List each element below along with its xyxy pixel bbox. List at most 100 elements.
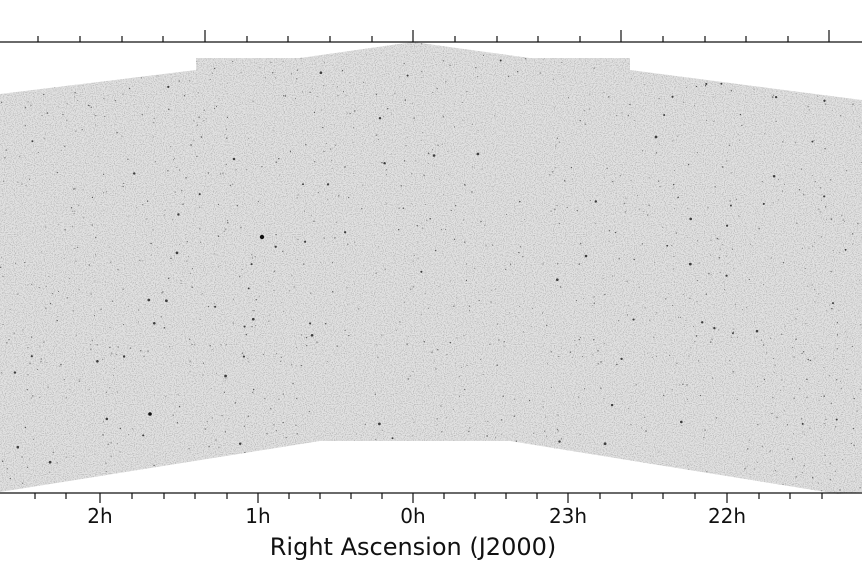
star-speck [549, 174, 551, 176]
star-speck [600, 387, 602, 389]
star-speck [817, 95, 818, 97]
star-speck [486, 444, 488, 446]
star-speck [205, 118, 207, 120]
star-speck [224, 431, 227, 433]
star-speck [179, 243, 181, 245]
star-speck [649, 319, 651, 321]
star-speck [784, 325, 786, 327]
star-speck [744, 468, 746, 470]
star-speck [422, 132, 423, 134]
star-speck [461, 366, 463, 368]
star-speck [803, 465, 805, 467]
star-speck [641, 243, 644, 245]
star-speck [683, 494, 684, 495]
star-speck [589, 200, 591, 202]
star-speck [818, 381, 820, 382]
star-speck [432, 484, 435, 486]
star-speck [836, 322, 839, 324]
star-speck [153, 322, 156, 325]
star-speck [228, 418, 230, 420]
star-speck [30, 104, 32, 106]
star-speck [78, 289, 80, 291]
star-speck [302, 183, 304, 186]
star-speck [739, 113, 742, 116]
star-speck [781, 379, 783, 381]
star-speck [110, 354, 112, 356]
star-speck [465, 279, 468, 282]
star-speck [683, 325, 685, 328]
star-speck [644, 416, 646, 418]
star-speck [378, 116, 382, 120]
star-speck [375, 93, 378, 96]
star-speck [563, 463, 566, 465]
star-speck [762, 202, 765, 205]
star-speck [362, 81, 365, 83]
star-speck [32, 395, 34, 397]
star-speck [705, 293, 707, 295]
star-speck [189, 80, 191, 82]
star-speck [769, 450, 771, 452]
star-speck [801, 247, 803, 249]
star-speck [190, 467, 192, 469]
star-speck [92, 484, 94, 486]
star-speck [551, 46, 553, 48]
star-speck [22, 58, 23, 60]
star-speck [412, 260, 414, 262]
star-speck [150, 254, 152, 256]
star-speck [289, 151, 291, 153]
star-speck [458, 376, 460, 378]
star-speck [724, 485, 726, 487]
star-speck [671, 95, 674, 98]
star-speck [632, 318, 635, 321]
star-speck [757, 46, 759, 49]
star-speck [16, 445, 20, 449]
star-speck [771, 412, 773, 415]
star-speck [280, 360, 282, 362]
star-speck [618, 258, 620, 260]
star-speck [329, 148, 332, 150]
star-speck [832, 443, 834, 445]
star-speck [464, 183, 466, 185]
star-speck [257, 200, 259, 202]
star-speck [294, 98, 297, 100]
star-speck [296, 69, 299, 71]
star-speck [603, 442, 607, 446]
star-speck [275, 430, 277, 432]
star-speck [143, 356, 145, 358]
star-speck [432, 92, 434, 93]
star-speck [682, 55, 685, 57]
star-speck [431, 351, 433, 353]
star-speck [168, 494, 169, 495]
star-speck [842, 458, 844, 461]
star-speck [851, 345, 854, 348]
star-speck [611, 468, 614, 470]
star-speck [860, 324, 862, 326]
star-speck [5, 149, 7, 151]
star-speck [805, 323, 807, 325]
star-speck [417, 258, 419, 260]
star-speck [823, 423, 825, 425]
star-speck [174, 53, 177, 55]
star-speck [796, 308, 798, 310]
star-speck [542, 406, 544, 408]
star-speck [123, 324, 125, 326]
star-speck [304, 240, 307, 243]
star-speck [839, 380, 841, 382]
star-speck [29, 362, 31, 364]
star-speck [273, 270, 276, 273]
star-speck [252, 388, 255, 391]
star-speck [554, 208, 556, 210]
star-speck [250, 263, 253, 266]
star-speck [584, 254, 588, 258]
star-speck [653, 262, 655, 264]
star-speck [579, 242, 582, 245]
star-speck [658, 451, 660, 453]
star-speck [395, 329, 397, 331]
star-speck [406, 74, 409, 77]
star-speck [795, 338, 797, 340]
star-speck [234, 402, 237, 404]
star-speck [275, 77, 277, 79]
star-speck [404, 99, 406, 101]
star-speck [818, 208, 820, 210]
star-speck [142, 434, 145, 437]
